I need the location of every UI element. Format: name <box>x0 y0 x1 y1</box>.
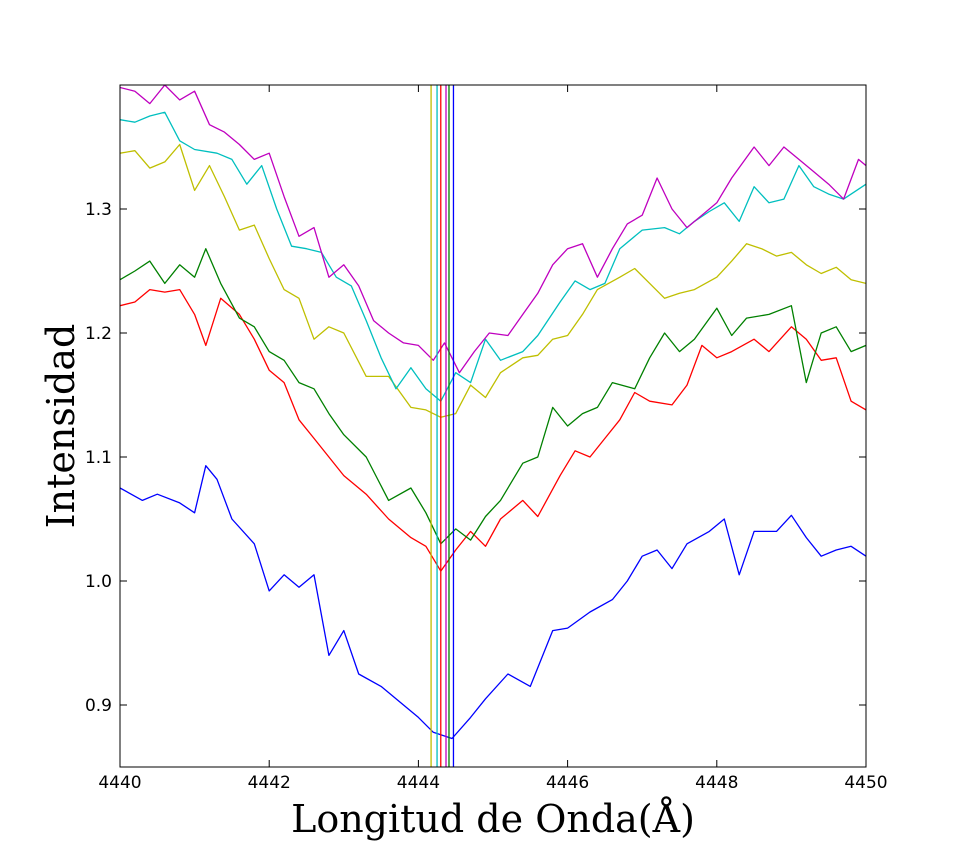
x-axis-title: Longitud de Onda(Å) <box>291 797 695 841</box>
plot-frame <box>119 84 867 768</box>
y-tick-label: 1.0 <box>85 572 112 592</box>
y-tick-label: 1.3 <box>85 200 112 220</box>
x-tick-label: 4446 <box>546 773 589 793</box>
x-tick-label: 4444 <box>397 773 440 793</box>
y-tick-label: 1.2 <box>85 324 112 344</box>
series-line-3 <box>120 248 866 545</box>
series-line-5 <box>120 111 866 402</box>
x-tick-label: 4448 <box>695 773 738 793</box>
y-axis-title: Intensidad <box>39 324 83 529</box>
x-tick-label: 4440 <box>98 773 141 793</box>
plot-area <box>120 85 866 767</box>
series-line-4 <box>120 143 866 418</box>
series-line-2 <box>120 288 866 572</box>
reference-lines <box>430 85 455 767</box>
series-line-6 <box>120 85 866 374</box>
series-line-1 <box>120 465 866 740</box>
y-tick-label: 1.1 <box>85 448 112 468</box>
x-tick-label: 4442 <box>248 773 291 793</box>
x-tick-label: 4450 <box>844 773 887 793</box>
y-tick-label: 0.9 <box>85 696 112 716</box>
axis-ticks: 4440 4442 4444 4446 4448 4450 0.9 1.0 1.1 1.2 1.3 <box>85 85 888 793</box>
series-layer <box>120 85 866 740</box>
